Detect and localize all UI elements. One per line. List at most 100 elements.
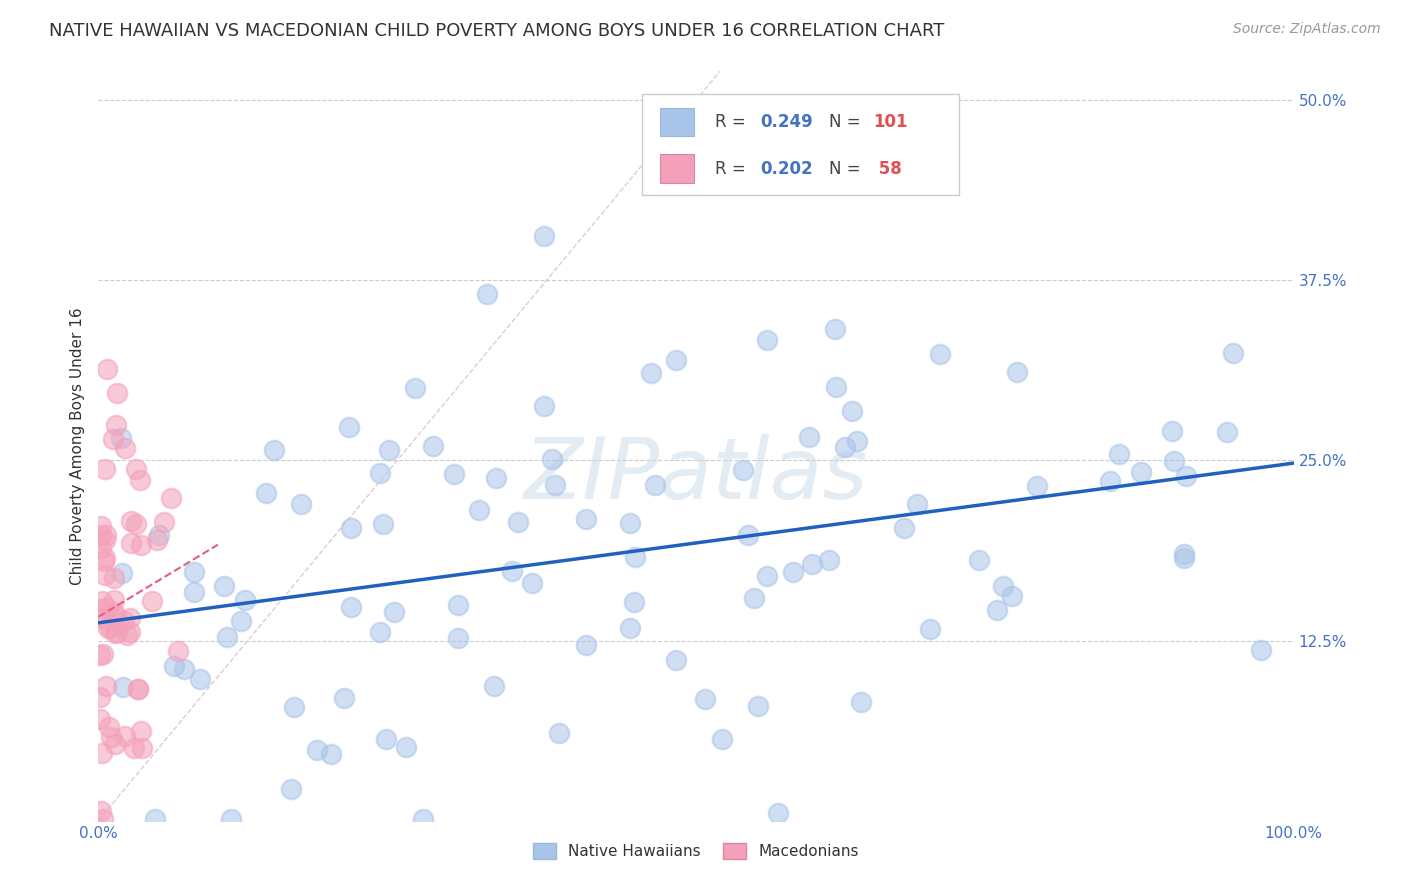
Point	[263, 443, 285, 458]
Point	[986, 603, 1008, 617]
Point	[93, 553, 115, 567]
Point	[797, 430, 820, 444]
Point	[1108, 447, 1130, 461]
Point	[522, 576, 544, 591]
Point	[96, 600, 118, 615]
Point	[544, 477, 567, 491]
Point	[103, 606, 125, 620]
Point	[96, 362, 118, 376]
Point	[1163, 454, 1185, 468]
Point	[623, 595, 645, 609]
Point	[482, 679, 505, 693]
Point	[834, 440, 856, 454]
Point	[91, 647, 114, 661]
Point	[98, 620, 121, 634]
Point	[333, 690, 356, 705]
Point	[89, 712, 111, 726]
Point	[508, 515, 530, 529]
Point	[111, 566, 134, 580]
Point	[665, 653, 688, 667]
Point	[94, 462, 117, 476]
Point	[97, 620, 120, 634]
Point	[371, 516, 394, 531]
Text: R =: R =	[716, 113, 751, 131]
Point	[547, 726, 569, 740]
Point	[484, 470, 506, 484]
Point	[94, 551, 117, 566]
Point	[1173, 551, 1195, 566]
Point	[1130, 465, 1153, 479]
Point	[742, 591, 765, 606]
Point	[929, 346, 952, 360]
Point	[183, 565, 205, 579]
Text: ZIPatlas: ZIPatlas	[524, 434, 868, 517]
Point	[404, 381, 426, 395]
FancyBboxPatch shape	[661, 154, 693, 183]
Point	[845, 434, 868, 448]
Point	[693, 692, 716, 706]
Point	[105, 417, 128, 432]
Text: Source: ZipAtlas.com: Source: ZipAtlas.com	[1233, 22, 1381, 37]
Point	[120, 624, 142, 639]
Point	[91, 812, 114, 826]
Point	[94, 567, 117, 582]
Point	[96, 527, 118, 541]
Point	[756, 569, 779, 583]
Point	[90, 805, 112, 819]
Point	[893, 521, 915, 535]
Point	[97, 720, 120, 734]
Point	[319, 747, 342, 762]
Point	[501, 564, 523, 578]
Point	[446, 598, 468, 612]
Point	[90, 528, 112, 542]
Point	[920, 622, 942, 636]
Point	[212, 579, 235, 593]
Point	[129, 473, 152, 487]
Point	[173, 663, 195, 677]
Point	[190, 672, 212, 686]
Point	[1173, 547, 1195, 561]
Point	[378, 442, 401, 457]
Point	[93, 610, 115, 624]
FancyBboxPatch shape	[661, 108, 693, 136]
Point	[127, 682, 149, 697]
Point	[340, 600, 363, 615]
Point	[1250, 643, 1272, 657]
Point	[533, 399, 555, 413]
Point	[94, 533, 117, 547]
Point	[337, 420, 360, 434]
Point	[103, 593, 125, 607]
Point	[766, 806, 789, 821]
Point	[112, 614, 135, 628]
Point	[818, 553, 841, 567]
Point	[711, 732, 734, 747]
Point	[100, 730, 122, 744]
Point	[412, 812, 434, 826]
Point	[143, 812, 166, 826]
Point	[290, 497, 312, 511]
Point	[280, 781, 302, 796]
Y-axis label: Child Poverty Among Boys Under 16: Child Poverty Among Boys Under 16	[69, 307, 84, 585]
Point	[105, 625, 128, 640]
Point	[624, 550, 647, 565]
Point	[101, 432, 124, 446]
Point	[125, 517, 148, 532]
Point	[141, 594, 163, 608]
Point	[112, 680, 135, 694]
Point	[115, 628, 138, 642]
Point	[89, 602, 111, 616]
Point	[368, 466, 391, 480]
Point	[167, 644, 190, 658]
Point	[163, 658, 186, 673]
Point	[229, 614, 252, 628]
Point	[129, 538, 152, 552]
Point	[731, 462, 754, 476]
Point	[619, 516, 641, 531]
Point	[153, 516, 176, 530]
Point	[110, 431, 132, 445]
Point	[755, 333, 778, 347]
Point	[737, 528, 759, 542]
Text: 0.249: 0.249	[761, 113, 813, 131]
Text: N =: N =	[828, 160, 866, 178]
Point	[90, 541, 112, 556]
